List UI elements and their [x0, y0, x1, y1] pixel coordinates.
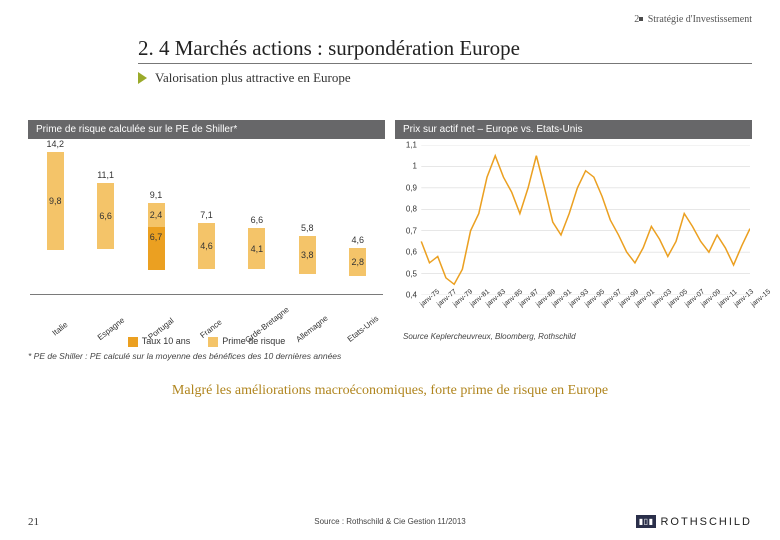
- line-x-label: janv-95: [584, 303, 588, 308]
- y-tick: 0,8: [406, 205, 417, 214]
- bar-series-b: 9,814,2: [47, 152, 64, 250]
- legend-swatch-b: [208, 337, 218, 347]
- y-tick: 1,1: [406, 141, 417, 150]
- line-source: Source Keplercheuvreux, Bloomberg, Roths…: [397, 332, 750, 341]
- line-x-label: janv-91: [551, 303, 555, 308]
- bar-chart-title: Prime de risque calculée sur le PE de Sh…: [28, 120, 385, 139]
- charts-row: Prime de risque calculée sur le PE de Sh…: [28, 120, 752, 329]
- footnote: * PE de Shiller : PE calculé sur la moye…: [28, 351, 752, 361]
- footer-source: Source : Rothschild & Cie Gestion 11/201…: [314, 517, 466, 526]
- bar-series-b: 4,67,1: [198, 223, 215, 269]
- y-tick: 1: [413, 162, 417, 171]
- line-x-labels: janv-75janv-77janv-79janv-81janv-83janv-…: [419, 297, 750, 304]
- bar-series-b: 2,84,6: [349, 248, 366, 276]
- conclusion: Malgré les améliorations macroéconomique…: [28, 383, 752, 399]
- bar-chart-card: Prime de risque calculée sur le PE de Sh…: [28, 120, 385, 329]
- logo-text: ROTHSCHILD: [660, 516, 752, 528]
- line-x-label: janv-05: [667, 303, 671, 308]
- page-number: 21: [28, 516, 39, 528]
- subtitle: Valorisation plus attractive en Europe: [155, 70, 351, 86]
- y-tick: 0,7: [406, 226, 417, 235]
- line-x-label: janv-85: [502, 303, 506, 308]
- line-x-label: janv-83: [485, 303, 489, 308]
- logo-icon: ▮▯▮: [636, 515, 657, 528]
- line-x-label: janv-93: [568, 303, 572, 308]
- bar-series-b: 2,49,1: [148, 203, 165, 227]
- line-chart-area: 0,40,50,60,70,80,911,1 janv-75janv-77jan…: [395, 139, 752, 329]
- line-x-label: janv-09: [700, 303, 704, 308]
- line-chart-card: Prix sur actif net – Europe vs. Etats-Un…: [395, 120, 752, 329]
- line-x-label: janv-89: [535, 303, 539, 308]
- title-rule: [138, 63, 752, 64]
- legend-item-a: Taux 10 ans: [128, 336, 191, 347]
- bar-group: 4,56,611,1: [86, 183, 126, 294]
- line-y-ticks: 0,40,50,60,70,80,911,1: [397, 145, 419, 295]
- bar-group: 1,82,84,6: [338, 248, 378, 294]
- line-x-label: janv-07: [684, 303, 688, 308]
- header-section: 2 Stratégie d'Investissement: [634, 14, 752, 25]
- bar-group: 2,03,85,8: [287, 236, 327, 294]
- line-chart-title: Prix sur actif net – Europe vs. Etats-Un…: [395, 120, 752, 139]
- section-label: Stratégie d'Investissement: [648, 14, 752, 25]
- line-x-label: janv-79: [452, 303, 456, 308]
- subtitle-row: Valorisation plus attractive en Europe: [138, 70, 752, 86]
- y-tick: 0,9: [406, 183, 417, 192]
- bar-group: 6,72,49,1: [136, 203, 176, 294]
- line-plot: 0,40,50,60,70,80,911,1: [397, 145, 750, 295]
- line-x-label: janv-03: [651, 303, 655, 308]
- bar-series-b: 3,85,8: [299, 236, 316, 274]
- line-x-label: janv-87: [518, 303, 522, 308]
- logo: ▮▯▮ ROTHSCHILD: [636, 515, 752, 528]
- y-tick: 0,6: [406, 248, 417, 257]
- line-x-label: janv-99: [618, 303, 622, 308]
- bar-x-labels: ItalieEspagnePortugalFranceGrde-Bretagne…: [30, 297, 383, 306]
- line-x-label: janv-77: [436, 303, 440, 308]
- bar-group: 2,54,67,1: [186, 223, 226, 294]
- line-x-label: janv-13: [733, 303, 737, 308]
- bar-chart-area: 4,49,814,2 4,56,611,16,72,49,12,54,67,1 2,…: [28, 139, 385, 329]
- page-title: 2. 4 Marchés actions : surpondération Eu…: [138, 36, 752, 61]
- bar-series-b: 4,16,6: [248, 228, 265, 269]
- y-tick: 0,5: [406, 269, 417, 278]
- line-x-label: janv-97: [601, 303, 605, 308]
- legend-swatch-a: [128, 337, 138, 347]
- bar-series-b: 6,611,1: [97, 183, 114, 249]
- y-tick: 0,4: [406, 291, 417, 300]
- line-x-label: janv-11: [717, 303, 721, 308]
- line-x-label: janv-75: [419, 303, 423, 308]
- bar-plot: 4,49,814,2 4,56,611,16,72,49,12,54,67,1 2,…: [30, 145, 383, 295]
- bullet-icon: [138, 72, 147, 84]
- line-x-label: janv-15: [750, 303, 754, 308]
- bar-group: 2,54,16,6: [237, 228, 277, 294]
- line-x-label: janv-81: [469, 303, 473, 308]
- line-svg: [397, 145, 750, 295]
- bar-group: 4,49,814,2: [35, 152, 75, 294]
- line-x-label: janv-01: [634, 303, 638, 308]
- footer: 21 Source : Rothschild & Cie Gestion 11/…: [28, 515, 752, 528]
